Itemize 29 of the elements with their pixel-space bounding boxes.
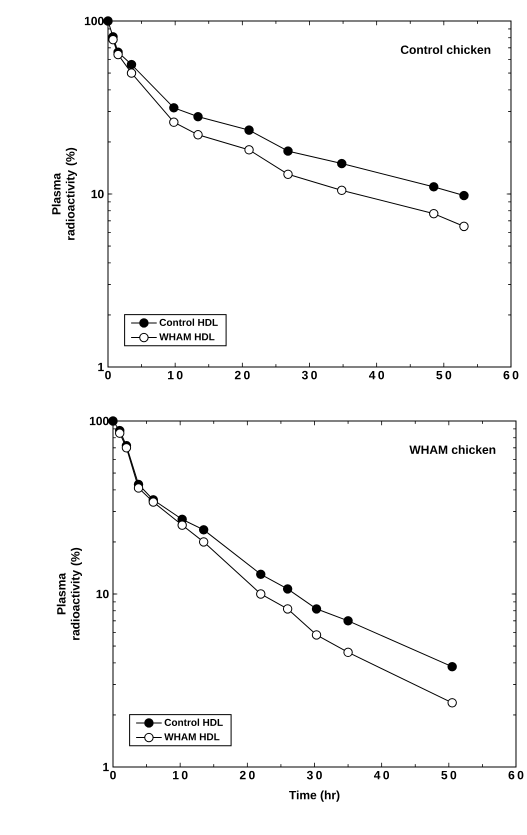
legend-label: Control HDL (160, 318, 218, 326)
y-tick-label: 100 (90, 416, 109, 426)
text: WHAM chicken (409, 445, 496, 454)
x-tick-label: 4 0 (374, 770, 389, 780)
x-tick-label: 5 0 (436, 370, 452, 380)
x-tick-label: 6 0 (508, 770, 524, 780)
x-tick-label: 4 0 (368, 370, 384, 380)
x-axis-title: Time (hr) (288, 790, 340, 802)
x-tick-label: 0 (110, 770, 116, 780)
x-tick-label: 0 (105, 370, 111, 380)
y-tick-label: 10 (91, 190, 104, 198)
y-axis-title: Plasma radioactivity (%) (56, 548, 82, 640)
legend-label: WHAM HDL (159, 333, 214, 340)
x-tick-label: 2 0 (234, 370, 250, 380)
x-tick-label: 3 0 (306, 770, 322, 780)
x-tick-label: 1 0 (172, 770, 188, 780)
x-tick-label: 2 0 (240, 770, 255, 780)
legend-label: WHAM HDL (164, 733, 220, 740)
legend-label: Control HDL (164, 718, 223, 726)
y-tick-label: 10 (96, 590, 109, 598)
x-tick-label: 6 0 (503, 370, 518, 380)
x-tick-label: 5 0 (441, 770, 456, 780)
text: Control chicken (400, 45, 490, 54)
y-tick-label: 1 (98, 362, 104, 372)
y-tick-label: 100 (84, 16, 104, 26)
x-tick-label: 3 0 (302, 370, 317, 380)
y-axis-title: Plasma radioactivity (%) (52, 148, 77, 240)
x-tick-label: 1 0 (168, 370, 182, 380)
y-tick-label: 1 (103, 762, 109, 772)
